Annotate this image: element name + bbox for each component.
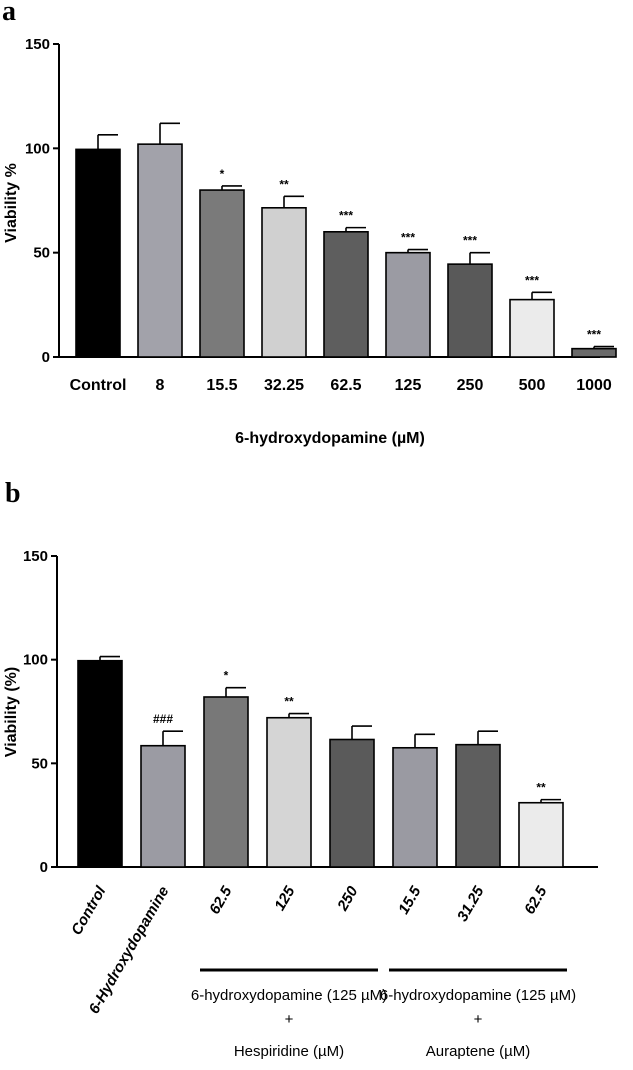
bar-62-5 xyxy=(518,801,564,868)
significance-marker: *** xyxy=(525,273,539,287)
significance-marker: ** xyxy=(284,695,294,709)
x-tick-label: 250 xyxy=(334,883,362,915)
bar-250 xyxy=(447,263,493,358)
x-tick-label: 62.5 xyxy=(521,883,551,917)
y-tick-label: 0 xyxy=(42,349,50,366)
y-tick-label: 100 xyxy=(23,652,48,669)
x-tick-label: Control xyxy=(70,377,127,394)
bar-125 xyxy=(266,716,312,868)
x-tick-label: 15.5 xyxy=(206,377,237,394)
x-tick-label: 62.5 xyxy=(206,883,236,917)
bar-32-25 xyxy=(261,207,307,358)
bar-250 xyxy=(329,738,375,868)
x-tick-label: 31.25 xyxy=(454,883,488,925)
significance-marker: ### xyxy=(153,712,173,726)
bar-62-5 xyxy=(203,696,249,868)
x-axis-label-a: 6-hydroxydopamine (µM) xyxy=(235,430,425,447)
bar-1000 xyxy=(571,347,617,358)
bar-31-25 xyxy=(455,743,501,868)
x-tick-label: 125 xyxy=(395,377,422,394)
significance-marker: * xyxy=(220,167,225,181)
y-axis-label-b: Viability (%) xyxy=(3,667,20,757)
panel-letter-b: b xyxy=(5,478,21,509)
bar-125 xyxy=(385,251,431,358)
x-tick-label: 500 xyxy=(519,377,546,394)
group-label-line1: 6-hydroxydopamine (125 µM) xyxy=(191,987,387,1004)
panel-a: a Viability % 6-hydroxydopamine (µM) 0 50… xyxy=(2,0,617,447)
y-tick-label: 150 xyxy=(23,548,48,565)
significance-marker: *** xyxy=(463,234,477,248)
y-tick-label: 100 xyxy=(25,140,50,157)
panel-b: b Viability (%) 050100150Control###6-Hyd… xyxy=(3,478,598,1060)
x-tick-label: 125 xyxy=(271,883,299,914)
y-tick-label: 50 xyxy=(31,755,48,772)
significance-marker: *** xyxy=(339,209,353,223)
significance-marker: ** xyxy=(279,177,289,191)
x-tick-label: Control xyxy=(68,883,110,938)
bar-6-hydroxydopamine xyxy=(140,744,186,868)
bar-62-5 xyxy=(323,231,369,358)
bar-15-5 xyxy=(199,189,245,358)
x-tick-label: 62.5 xyxy=(330,377,361,394)
y-axis-label-a: Viability % xyxy=(3,163,20,243)
x-tick-label: 32.25 xyxy=(264,377,304,394)
group-label-line1: 6-hydroxydopamine (125 µM) xyxy=(380,987,576,1004)
y-tick-label: 150 xyxy=(25,36,50,53)
x-tick-label: 1000 xyxy=(576,377,612,394)
x-tick-label: 250 xyxy=(457,377,484,394)
bar-15-5 xyxy=(392,746,438,868)
x-tick-label: 15.5 xyxy=(395,883,425,917)
group-label-line3: Auraptene (µM) xyxy=(426,1043,531,1060)
bar-control xyxy=(75,148,121,358)
significance-marker: * xyxy=(224,669,229,683)
significance-marker: *** xyxy=(401,231,415,245)
bar-control xyxy=(77,659,123,868)
y-tick-label: 50 xyxy=(33,245,50,262)
y-tick-label: 0 xyxy=(40,859,48,876)
group-label-line3: Hespiridine (µM) xyxy=(234,1043,344,1060)
significance-marker: *** xyxy=(587,328,601,342)
bar-500 xyxy=(509,298,555,358)
panel-letter-a: a xyxy=(2,0,16,27)
bar-8 xyxy=(137,143,183,358)
significance-marker: ** xyxy=(536,781,546,795)
group-label-plus: + xyxy=(474,1011,483,1028)
group-label-plus: + xyxy=(285,1011,294,1028)
x-tick-label: 8 xyxy=(156,377,165,394)
